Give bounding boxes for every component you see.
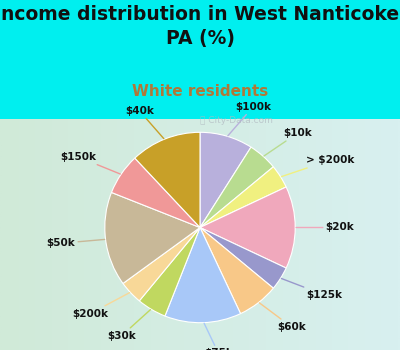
Wedge shape xyxy=(200,228,273,314)
Text: $75k: $75k xyxy=(204,323,233,350)
Wedge shape xyxy=(139,228,200,316)
Wedge shape xyxy=(165,228,240,323)
Wedge shape xyxy=(200,187,295,268)
Wedge shape xyxy=(105,193,200,284)
Text: $40k: $40k xyxy=(125,106,164,139)
Text: $150k: $150k xyxy=(60,152,120,174)
Text: $30k: $30k xyxy=(107,310,150,341)
Text: $200k: $200k xyxy=(72,293,130,318)
Text: $125k: $125k xyxy=(281,279,342,300)
Wedge shape xyxy=(200,132,251,228)
Wedge shape xyxy=(200,228,286,288)
Text: > $200k: > $200k xyxy=(282,155,354,177)
Text: $100k: $100k xyxy=(228,102,271,136)
Wedge shape xyxy=(200,167,286,228)
Wedge shape xyxy=(112,158,200,228)
Text: ⓘ City-Data.com: ⓘ City-Data.com xyxy=(200,116,273,125)
Text: $20k: $20k xyxy=(296,223,354,232)
Wedge shape xyxy=(200,147,273,228)
Wedge shape xyxy=(135,132,200,228)
Text: $10k: $10k xyxy=(264,128,312,156)
Text: White residents: White residents xyxy=(132,84,268,99)
Text: Income distribution in West Nanticoke,
PA (%): Income distribution in West Nanticoke, P… xyxy=(0,5,400,48)
Text: $50k: $50k xyxy=(46,238,105,248)
Wedge shape xyxy=(123,228,200,301)
Text: $60k: $60k xyxy=(260,303,306,332)
